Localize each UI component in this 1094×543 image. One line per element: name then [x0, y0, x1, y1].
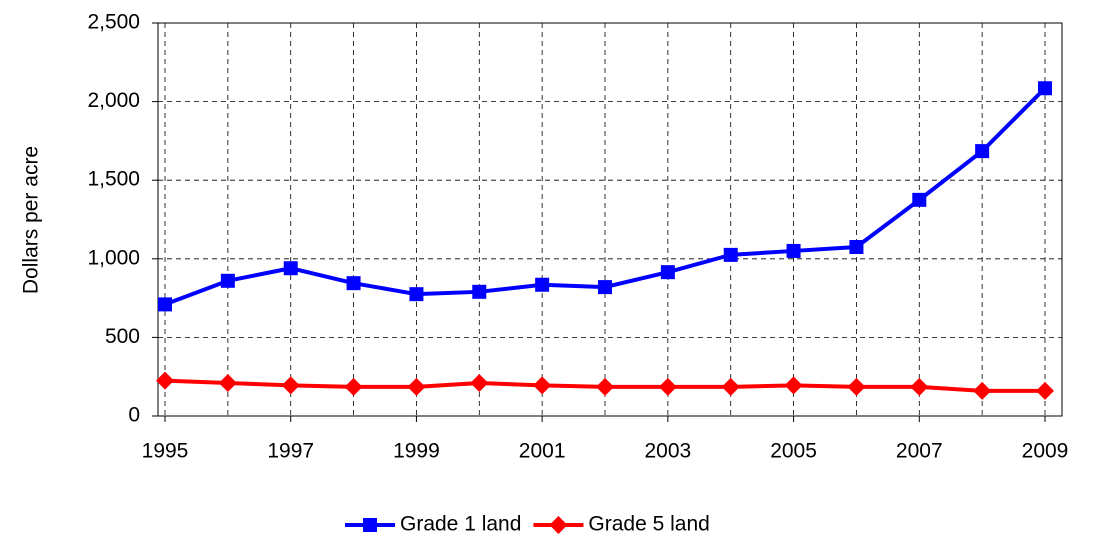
marker [596, 377, 614, 396]
marker [849, 240, 864, 255]
marker [912, 192, 927, 207]
marker [975, 144, 990, 159]
marker [220, 273, 235, 288]
marker [218, 373, 237, 392]
marker [409, 287, 424, 302]
marker [156, 371, 174, 390]
marker [723, 247, 738, 262]
marker [281, 376, 300, 395]
plot-frame [157, 22, 1063, 417]
x-tick-label: 2003 [644, 440, 691, 463]
marker [470, 373, 489, 392]
marker [346, 276, 361, 291]
marker [407, 377, 426, 396]
marker [973, 381, 992, 400]
y-tick-label: 500 [105, 325, 140, 348]
marker [535, 277, 550, 292]
legend-label: Grade 1 land [400, 513, 521, 536]
marker [283, 261, 298, 276]
marker [847, 377, 866, 396]
y-axis-label: Dollars per acre [20, 146, 43, 294]
marker [721, 377, 740, 396]
x-tick-label: 2007 [896, 440, 943, 463]
marker [660, 265, 675, 280]
marker [784, 376, 803, 395]
y-tick-label: 2,000 [87, 89, 140, 112]
y-tick-label: 1,500 [87, 168, 140, 191]
x-tick-label: 1999 [393, 440, 440, 463]
marker [1036, 381, 1054, 400]
marker [786, 243, 801, 258]
marker [472, 284, 487, 299]
legend-label: Grade 5 land [588, 513, 709, 536]
x-tick-label: 1997 [267, 440, 314, 463]
marker [158, 297, 172, 312]
marker [658, 377, 677, 396]
x-tick-label: 1995 [142, 440, 189, 463]
legend-marker [363, 518, 377, 532]
marker [1038, 81, 1052, 96]
x-tick-label: 2005 [770, 440, 817, 463]
x-tick-label: 2009 [1022, 440, 1069, 463]
legend-marker [549, 516, 568, 534]
y-tick-label: 1,000 [87, 246, 140, 269]
y-tick-label: 0 [128, 404, 140, 427]
marker [344, 377, 363, 396]
marker [598, 280, 612, 295]
x-tick-label: 2001 [519, 440, 566, 463]
y-tick-label: 2,500 [87, 11, 140, 34]
marker [910, 377, 929, 396]
marker [533, 376, 552, 395]
